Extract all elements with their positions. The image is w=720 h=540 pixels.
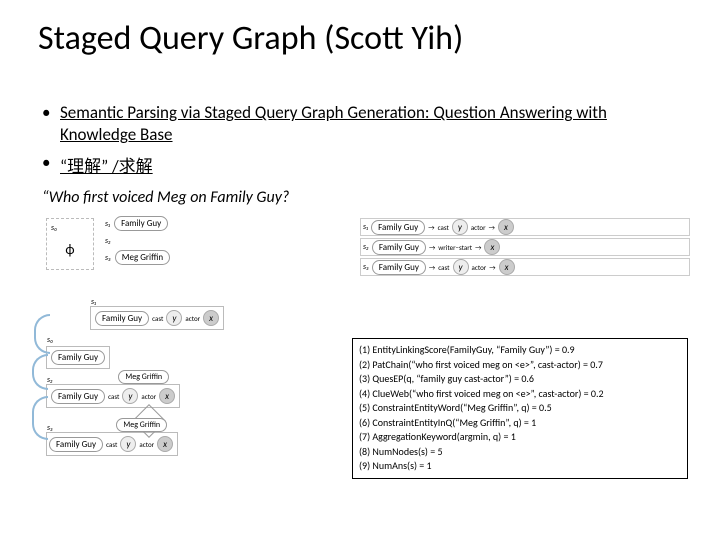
ml-fg-0: Family Guy: [51, 350, 105, 365]
label-s2: s₂: [105, 236, 111, 246]
score-line: (6) ConstraintEntityInQ(“Meg Griffin”, q…: [359, 416, 681, 431]
arrow-icon: →: [429, 263, 435, 272]
ml-actor-3: actor: [139, 440, 154, 449]
tr-fg-2: Family Guy: [372, 240, 426, 255]
bullet-1: Semantic Parsing via Staged Query Graph …: [42, 102, 680, 146]
ml-s1: s₁: [91, 297, 96, 307]
label-s3: s₃: [105, 253, 111, 263]
tr-cast-3: cast: [438, 263, 449, 272]
score-line: (7) AggregationKeyword(argmin, q) = 1: [359, 430, 681, 445]
feature-scores-box: (1) EntityLinkingScore(FamilyGuy, “Famil…: [352, 338, 688, 479]
ml-meg-2: Meg Griffin: [118, 370, 169, 384]
ml-s2-row: s₂ Meg Griffin Family Guy cast y actor x: [46, 384, 180, 408]
ml-fg-3: Family Guy: [49, 437, 103, 452]
tr-y-1: y: [452, 219, 468, 235]
panel-tl-stages: s₁ Family Guy s₂ x s₃ Meg Griffin: [105, 214, 235, 267]
arrow-icon: →: [429, 243, 435, 252]
ml-x-3: x: [157, 436, 173, 452]
arrow-icon: →: [428, 223, 434, 232]
ml-fg-1: Family Guy: [95, 311, 149, 326]
tr-actor-1: actor: [471, 223, 486, 232]
ml-cast-1: cast: [152, 314, 163, 323]
score-line: (8) NumNodes(s) = 5: [359, 445, 681, 460]
bullet-2: “理解” /求解: [42, 152, 680, 177]
chain-row-2: s₂ Family Guy → writer–start → x: [360, 238, 690, 256]
tr-x-1: x: [498, 219, 514, 235]
label-s0: s₀: [51, 223, 89, 233]
tr-s1: s₁: [363, 222, 368, 232]
tr-x-2: x: [484, 239, 500, 255]
tr-s2: s₂: [363, 242, 369, 252]
score-line: (1) EntityLinkingScore(FamilyGuy, “Famil…: [359, 343, 681, 358]
ml-y-2: y: [122, 388, 138, 404]
question-quote: “Who first voiced Meg on Family Guy?: [42, 188, 289, 207]
ml-y-1: y: [166, 310, 182, 326]
ml-fg-2: Family Guy: [51, 389, 105, 404]
tr-actor-3: actor: [472, 263, 487, 272]
pill-meg-tl: Meg Griffin: [115, 250, 170, 265]
tr-cast-1: cast: [438, 223, 449, 232]
panel-tr-chains: s₁ Family Guy → cast y actor → x s₂ Fami…: [360, 216, 690, 278]
score-line: (9) NumAns(s) = 1: [359, 459, 681, 474]
slide-title: Staged Query Graph (Scott Yih): [38, 18, 463, 59]
ml-s1-row: s₁ Family Guy cast y actor x: [90, 306, 224, 330]
ml-s3-row: s₃ argmin Meg Griffin Family Guy cast y …: [46, 432, 178, 456]
chain-row-3: s₃ Family Guy → cast y actor → x: [360, 258, 690, 276]
arrow-icon: →: [475, 243, 481, 252]
ml-actor-2: actor: [141, 392, 156, 401]
tr-fg-1: Family Guy: [371, 220, 425, 235]
bullet-list: Semantic Parsing via Staged Query Graph …: [42, 102, 680, 183]
arrow-icon: →: [489, 263, 495, 272]
ml-s0-row: s₀ Family Guy: [46, 346, 110, 369]
ml-cast-2: cast: [108, 392, 119, 401]
curve-icon: [34, 314, 50, 354]
ml-y-3: y: [120, 436, 136, 452]
score-line: (3) QuesEP(q, “family guy cast-actor”) =…: [359, 372, 681, 387]
tr-fg-3: Family Guy: [372, 260, 426, 275]
score-line: (2) PatChain(“who first voiced meg on <e…: [359, 358, 681, 373]
score-line: (4) ClueWeb(“who first voiced meg on <e>…: [359, 387, 681, 402]
ml-x-2: x: [159, 388, 175, 404]
label-phi: ϕ: [49, 241, 91, 258]
panel-ml-graph: s₀ Family Guy s₁ Family Guy cast y actor…: [46, 306, 336, 476]
panel-s0: s₀ ϕ: [46, 218, 94, 270]
curve-icon: [32, 354, 48, 390]
ml-cast-3: cast: [106, 440, 117, 449]
tr-x-3: x: [499, 259, 515, 275]
arrow-icon: →: [489, 223, 495, 232]
tr-y-3: y: [453, 259, 469, 275]
ml-actor-1: actor: [185, 314, 200, 323]
pill-fg-tl: Family Guy: [114, 216, 168, 231]
curve-icon: [32, 396, 48, 440]
tr-wr: writer–start: [438, 243, 472, 252]
chain-row-1: s₁ Family Guy → cast y actor → x: [360, 218, 690, 236]
ml-x-1: x: [203, 310, 219, 326]
tr-s3: s₃: [363, 262, 369, 272]
label-s1: s₁: [105, 219, 110, 229]
score-line: (5) ConstraintEntityWord(“Meg Griffin”, …: [359, 401, 681, 416]
ml-meg-3: Meg Griffin: [116, 418, 167, 432]
